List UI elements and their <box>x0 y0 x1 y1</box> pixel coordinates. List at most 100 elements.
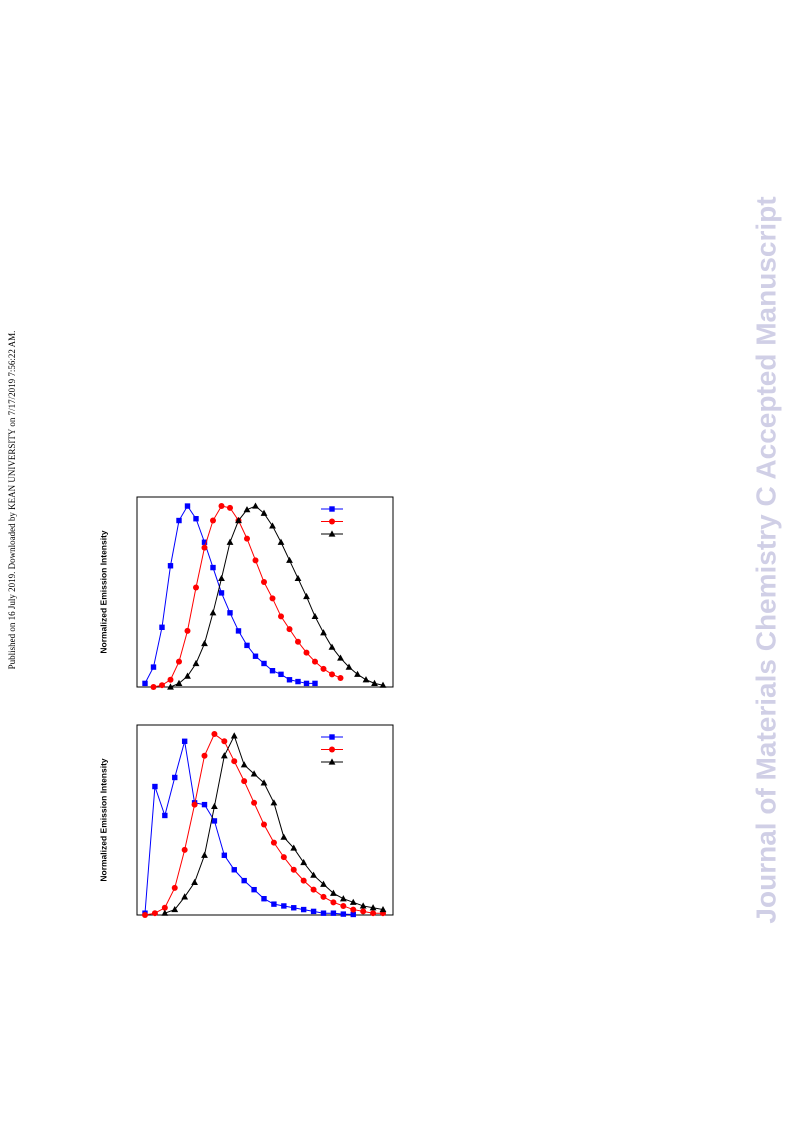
marker <box>362 676 370 683</box>
marker <box>303 680 310 687</box>
marker <box>218 574 225 582</box>
marker <box>150 664 157 670</box>
marker <box>171 905 179 913</box>
marker <box>270 799 278 806</box>
side-note: Published on 16 July 2019. Downloaded by… <box>7 331 17 670</box>
marker <box>181 846 188 853</box>
legend-marker <box>329 746 335 753</box>
marker <box>211 818 218 824</box>
marker <box>192 659 200 667</box>
series-line <box>144 505 315 684</box>
marker <box>159 682 165 689</box>
marker <box>300 906 307 913</box>
marker <box>193 516 199 522</box>
marker <box>235 516 242 524</box>
marker <box>209 609 217 616</box>
y-axis-label: Normalized Emission Intensity <box>98 530 108 654</box>
marker <box>310 871 317 878</box>
marker <box>142 912 148 918</box>
marker <box>252 502 259 509</box>
marker <box>270 839 277 846</box>
marker <box>329 671 335 678</box>
plot-frame <box>136 496 394 688</box>
marker <box>231 758 238 765</box>
series-line <box>164 734 384 914</box>
marker <box>191 801 198 808</box>
marker <box>371 679 378 686</box>
marker <box>211 802 218 810</box>
marker <box>379 681 387 688</box>
marker <box>241 877 247 884</box>
marker <box>280 833 288 840</box>
marker <box>350 911 356 918</box>
marker <box>261 660 267 667</box>
marker <box>201 544 208 551</box>
marker <box>201 801 208 808</box>
marker <box>330 899 337 906</box>
marker <box>369 904 377 911</box>
marker <box>230 732 238 739</box>
legend-marker <box>329 506 335 512</box>
marker <box>269 668 276 674</box>
marker <box>350 906 357 913</box>
marker <box>312 680 318 687</box>
marker <box>260 509 268 516</box>
marker <box>360 908 367 915</box>
marker <box>220 752 228 759</box>
marker <box>337 674 344 681</box>
marker <box>330 889 337 896</box>
marker <box>167 563 174 569</box>
marker <box>286 556 293 563</box>
marker <box>221 738 228 745</box>
marker <box>161 904 168 911</box>
marker <box>201 639 208 647</box>
marker <box>320 629 327 636</box>
marker <box>221 852 228 858</box>
marker <box>193 584 199 591</box>
marker <box>261 896 267 902</box>
marker <box>286 626 293 633</box>
marker <box>310 886 317 893</box>
marker <box>235 628 242 634</box>
marker <box>181 893 189 900</box>
marker <box>184 672 191 679</box>
marker <box>290 844 298 851</box>
marker <box>271 901 277 907</box>
marker <box>349 898 357 905</box>
marker <box>261 821 267 828</box>
marker <box>241 778 248 785</box>
marker <box>280 854 287 861</box>
marker <box>226 538 234 545</box>
marker <box>320 910 327 916</box>
marker <box>290 866 297 873</box>
series-line <box>153 505 341 688</box>
marker <box>167 683 174 690</box>
legend-marker <box>329 734 335 740</box>
marker <box>211 731 218 738</box>
marker <box>261 579 267 586</box>
marker <box>218 590 225 596</box>
marker <box>171 884 178 891</box>
marker <box>231 867 237 873</box>
marker <box>152 783 158 790</box>
marker <box>281 903 287 909</box>
marker <box>150 684 157 690</box>
marker <box>320 893 327 900</box>
marker <box>176 517 182 524</box>
marker <box>295 678 301 685</box>
marker <box>320 665 327 672</box>
marker <box>251 799 258 806</box>
marker <box>286 677 293 683</box>
marker <box>167 676 174 683</box>
marker <box>184 627 191 634</box>
marker <box>191 878 198 886</box>
marker <box>218 503 225 510</box>
marker <box>159 624 165 630</box>
marker <box>300 858 308 866</box>
marker <box>227 610 233 616</box>
marker <box>312 658 318 665</box>
marker <box>210 564 216 571</box>
marker <box>244 535 250 542</box>
marker <box>250 770 258 777</box>
